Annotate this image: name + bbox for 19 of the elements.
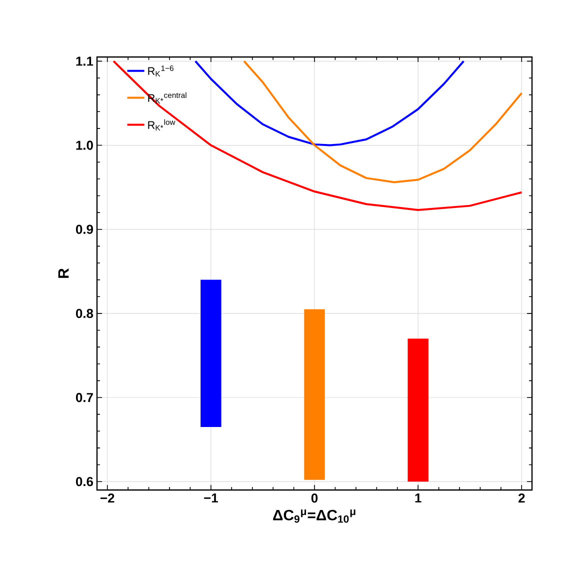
x-tick-label: 2: [518, 494, 525, 503]
line-series: [112, 60, 523, 212]
line-series: [243, 60, 523, 184]
y-tick-label: 0.6: [76, 477, 94, 486]
y-tick-label: 1.1: [76, 56, 94, 66]
bar: [408, 338, 428, 482]
x-tick-label: −1: [204, 494, 218, 502]
y-tick-label: 0.8: [76, 308, 94, 318]
x-tick-label: −2: [100, 494, 114, 503]
x-tick-label: 0: [311, 494, 318, 503]
y-tick-label: 0.7: [76, 392, 93, 402]
y-axis-title: R: [58, 268, 69, 278]
line-series: [194, 60, 465, 146]
y-tick-label: 1.0: [76, 140, 93, 150]
x-tick-label: 1: [415, 494, 422, 502]
x-axis-title: ΔC$_{9}$$^{μ}$=ΔC$_{10}$μ: [273, 510, 356, 523]
y-tick-label: 0.9: [76, 224, 93, 234]
bar: [304, 309, 325, 480]
bar: [200, 280, 222, 427]
